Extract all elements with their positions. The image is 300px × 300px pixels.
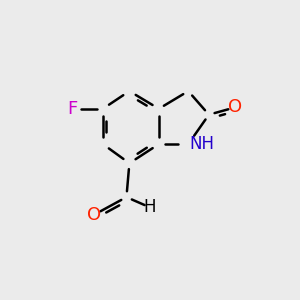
Text: NH: NH <box>190 135 215 153</box>
Text: O: O <box>228 98 242 116</box>
Text: O: O <box>87 206 101 224</box>
Text: H: H <box>144 198 156 216</box>
Text: F: F <box>67 100 77 118</box>
